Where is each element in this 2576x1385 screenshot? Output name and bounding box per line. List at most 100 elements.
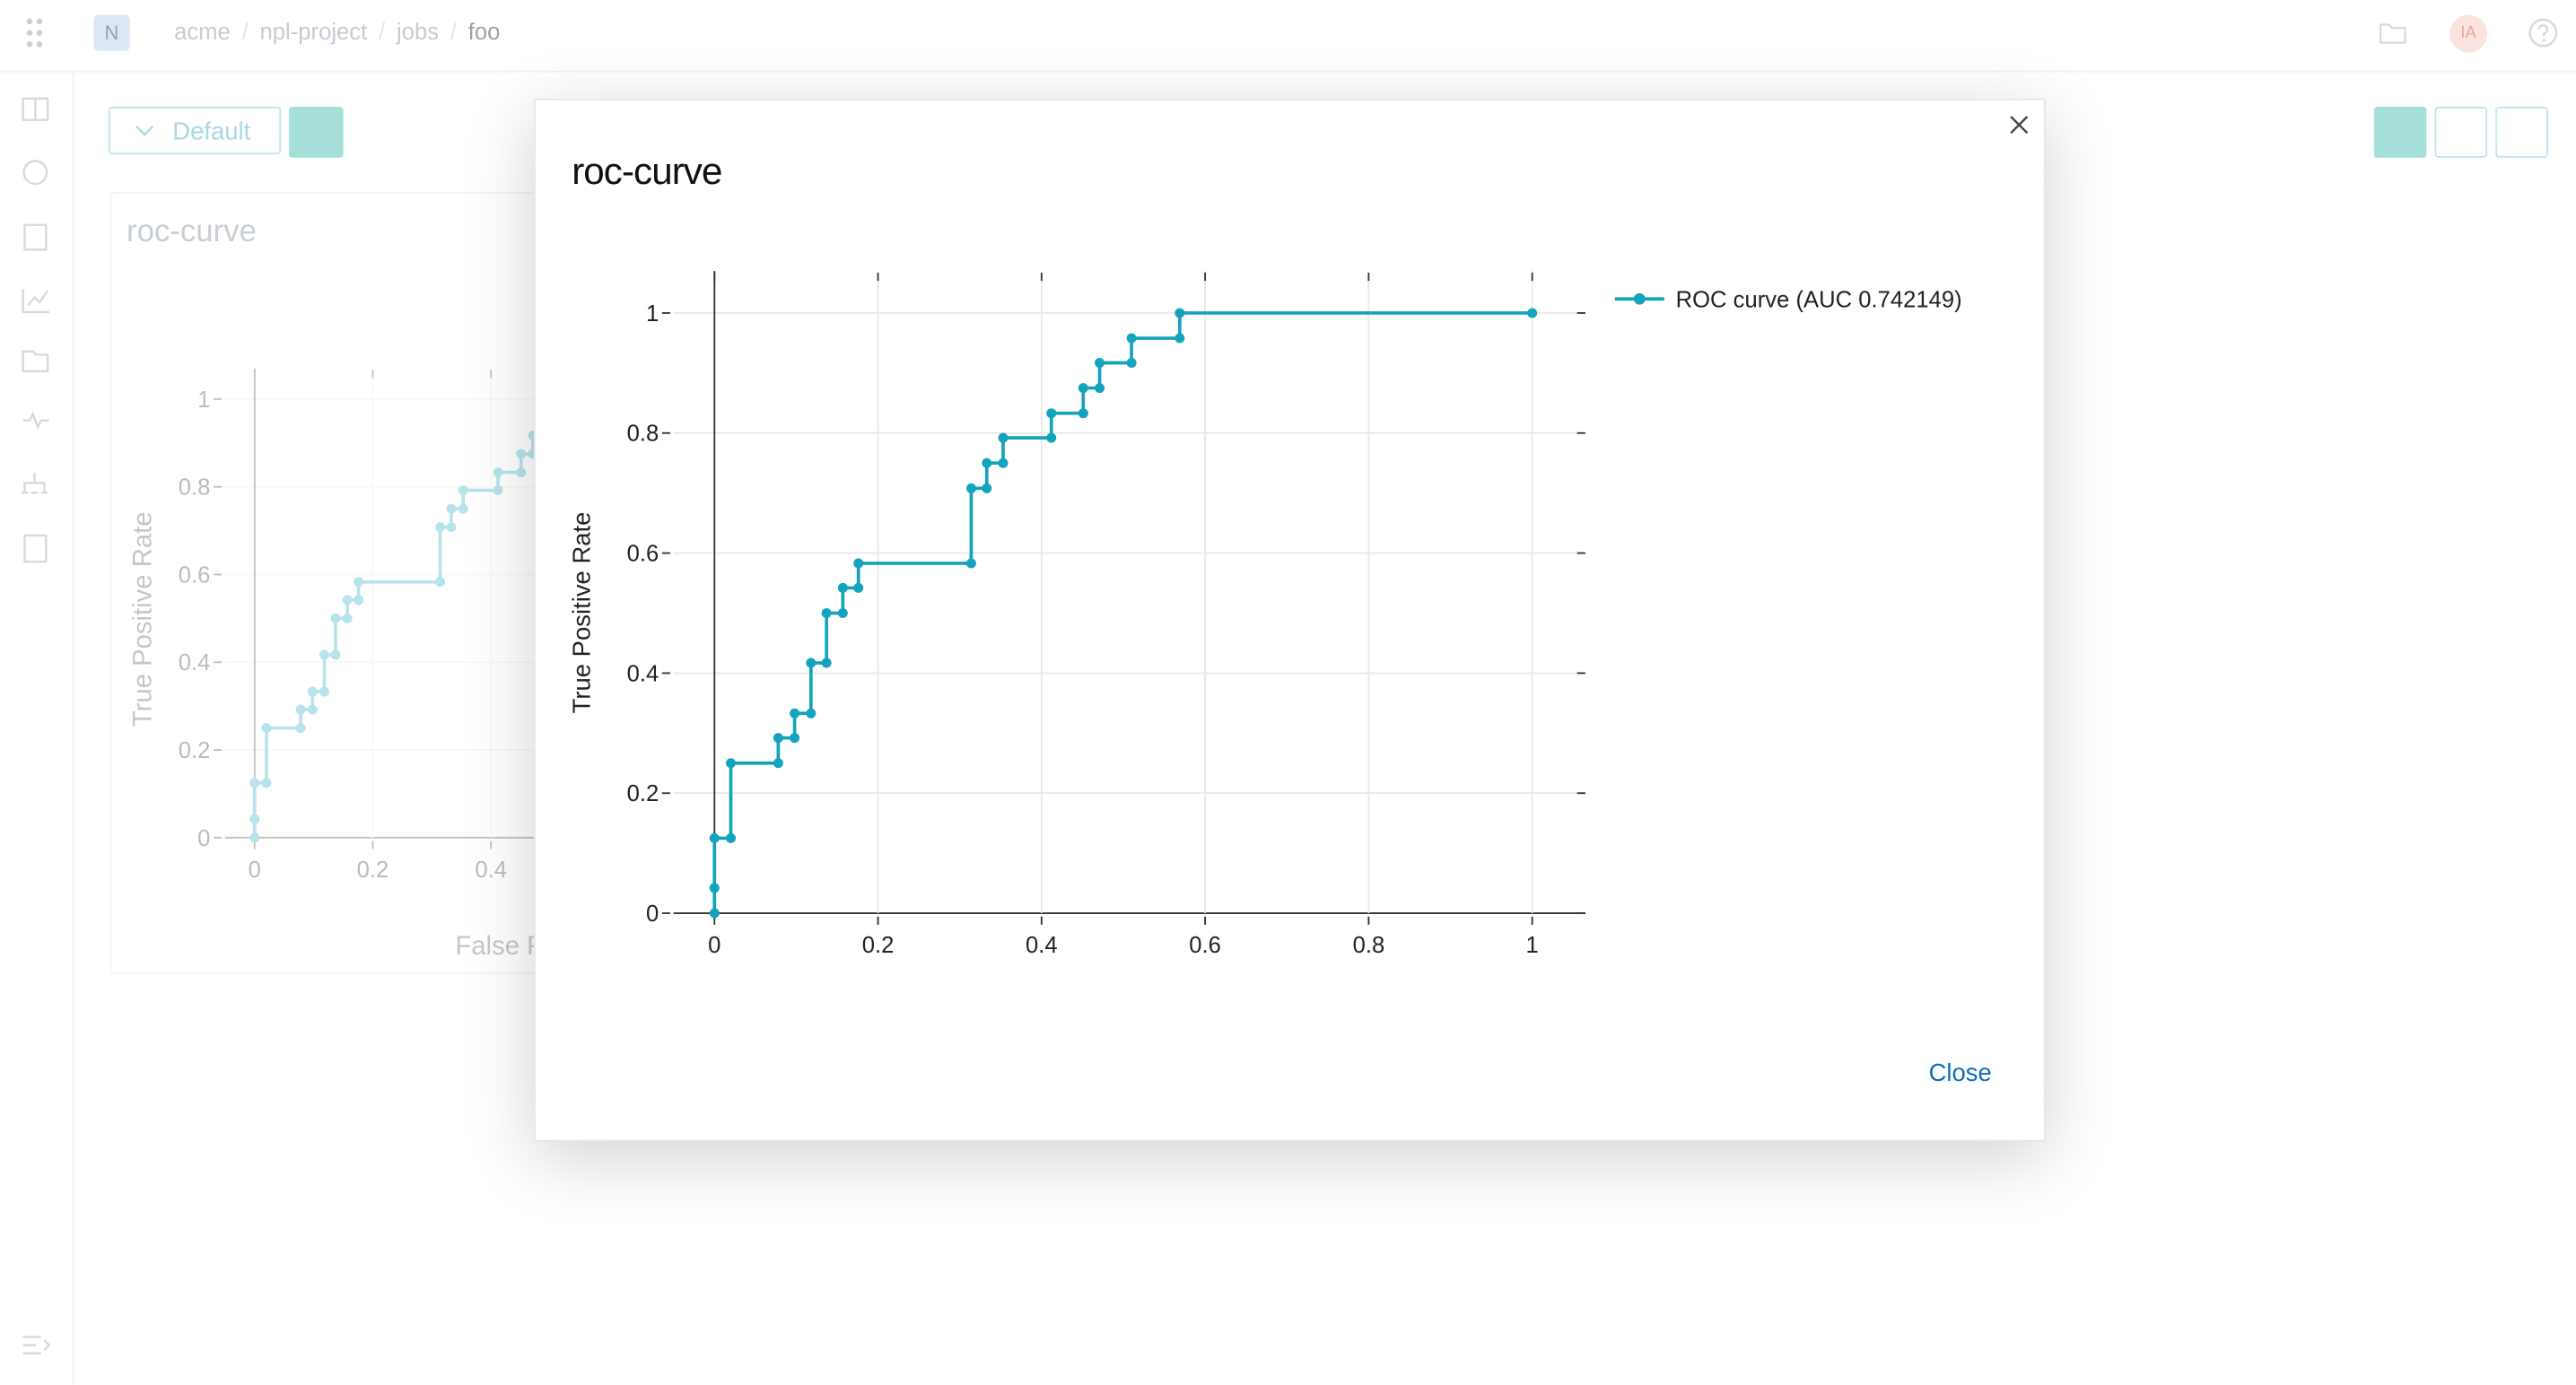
roc-point [773, 758, 783, 769]
roc-point [1126, 357, 1137, 368]
x-tick-label: 0 [249, 858, 261, 883]
view-select[interactable]: Default [108, 107, 282, 155]
x-tick-label: 0.4 [475, 858, 507, 883]
nav-icons[interactable] [20, 95, 53, 588]
roc-point [726, 832, 737, 843]
user-avatar[interactable]: IA [2449, 14, 2488, 53]
roc-point [1126, 333, 1137, 344]
x-tick-label: 0 [708, 933, 720, 958]
x-tick-label: 0.4 [1026, 933, 1058, 958]
roc-point [330, 613, 341, 623]
roc-point [319, 686, 329, 697]
roc-point [249, 832, 260, 843]
roc-point [709, 832, 720, 843]
roc-point [821, 658, 832, 668]
x-tick-label: 0.2 [357, 858, 389, 883]
roc-point [773, 733, 783, 744]
breadcrumb[interactable]: jobs [396, 18, 440, 45]
view-select-label: Default [172, 118, 251, 146]
legend-marker [1633, 292, 1646, 305]
modal-title: roc-curve [572, 149, 722, 193]
roc-point [726, 758, 737, 769]
roc-point [806, 708, 816, 719]
roc-point [330, 649, 341, 660]
roc-point [837, 608, 848, 618]
roc-point [295, 704, 306, 715]
roc-point [458, 485, 468, 496]
roc-point [837, 582, 848, 593]
roc-point [354, 595, 364, 605]
roc-point [965, 558, 976, 569]
roc-point [307, 686, 318, 697]
roc-point [982, 483, 992, 493]
roc-point [295, 723, 306, 734]
roc-point [709, 883, 720, 893]
roc-point [354, 577, 364, 588]
roc-point [516, 467, 527, 478]
project-logo[interactable]: N [93, 14, 130, 51]
roc-point [446, 522, 457, 533]
roc-point [342, 595, 353, 605]
x-tick-label: 1 [1526, 933, 1539, 958]
refresh-button[interactable] [2495, 107, 2548, 158]
y-tick-label: 0.2 [179, 738, 211, 763]
roc-point [998, 457, 1009, 468]
y-tick-label: 0 [197, 826, 210, 851]
top-bar: N acme / npl-project / jobs / foo IA [0, 0, 2576, 73]
roc-point [1046, 408, 1057, 419]
modal-close-icon[interactable] [2009, 115, 2029, 135]
roc-line [252, 397, 846, 838]
modal: roc-curve Close [534, 98, 2046, 1142]
roc-point [982, 457, 992, 468]
add-button[interactable] [2373, 107, 2427, 158]
legend-label: ROC curve (AUC 0.742149) [1676, 287, 1962, 312]
roc-point [249, 778, 260, 788]
roc-point [493, 485, 503, 496]
roc-point [790, 708, 800, 719]
menu-button[interactable] [2434, 107, 2488, 158]
roc-point [261, 778, 272, 788]
breadcrumb[interactable]: foo [467, 18, 501, 45]
y-tick-label: 0.4 [627, 661, 659, 686]
y-tick-label: 1 [197, 388, 210, 413]
x-tick-label: 0.2 [862, 933, 895, 958]
roc-point [965, 483, 976, 493]
save-button[interactable] [289, 107, 344, 158]
roc-point [853, 582, 864, 593]
close-button[interactable]: Close [1928, 1058, 1992, 1088]
roc-point [249, 814, 260, 824]
breadcrumb-separator: / [379, 18, 386, 45]
roc-point [1174, 308, 1185, 318]
folder-icon[interactable] [2379, 20, 2408, 46]
roc-line [712, 311, 1533, 914]
x-tick-label: 0.6 [1189, 933, 1221, 958]
roc-point [998, 432, 1009, 443]
y-tick-label: 0.8 [627, 422, 659, 447]
help-icon[interactable] [2527, 16, 2560, 49]
y-tick-label: 0.6 [627, 542, 659, 567]
roc-point [790, 733, 800, 744]
roc-point [1095, 383, 1105, 394]
roc-point [1046, 432, 1057, 443]
y-tick-label: 1 [646, 301, 659, 327]
y-tick-label: 0.6 [179, 562, 211, 588]
background-y-axis-title: True Positive Rate [127, 511, 157, 727]
y-tick-label: 0 [646, 902, 659, 927]
y-tick-label: 0.2 [627, 781, 659, 806]
roc-point [493, 467, 503, 478]
roc-point [516, 449, 527, 459]
roc-point [435, 577, 446, 588]
collapse-icon[interactable] [22, 1334, 55, 1357]
roc-point [709, 908, 720, 919]
roc-point [458, 503, 468, 514]
roc-point [1095, 357, 1105, 368]
chevron-icon [135, 126, 154, 136]
breadcrumb[interactable]: acme [174, 18, 231, 45]
breadcrumb[interactable]: npl-project [259, 18, 368, 45]
breadcrumb-separator: / [241, 18, 249, 45]
roc-point [342, 613, 353, 623]
roc-point [806, 658, 816, 668]
roc-point [821, 608, 832, 618]
